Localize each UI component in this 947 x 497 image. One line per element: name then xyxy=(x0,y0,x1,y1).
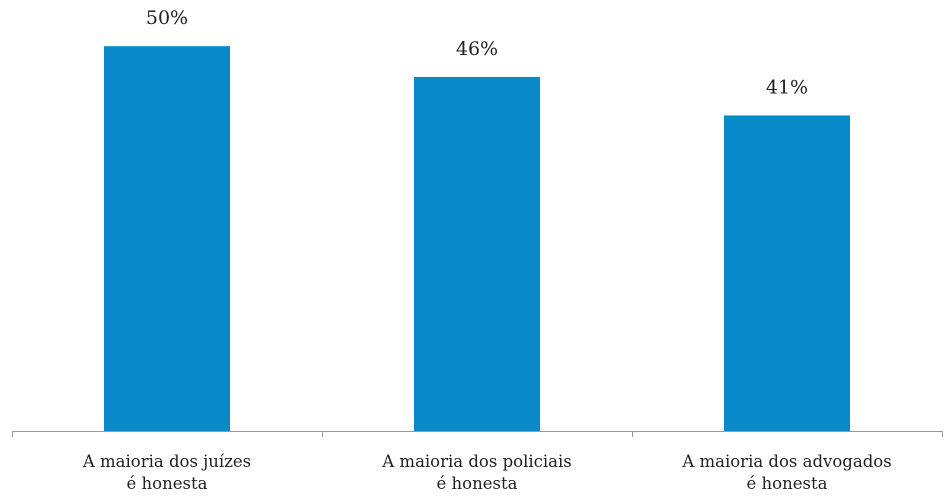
category-label-2-line-2: é honesta xyxy=(437,474,518,493)
category-label-1-line-2: é honesta xyxy=(127,474,208,493)
data-labels-group: 50% 46% 41% xyxy=(146,7,808,98)
category-label-2-line-1: A maioria dos policiais xyxy=(381,452,571,471)
data-label-1: 50% xyxy=(146,7,188,29)
category-label-2: A maioria dos policiais é honesta xyxy=(381,452,571,493)
bar-1 xyxy=(104,46,230,432)
data-label-3: 41% xyxy=(766,76,808,98)
x-axis-ticks xyxy=(12,431,943,437)
category-label-3-line-2: é honesta xyxy=(747,474,828,493)
data-label-2: 46% xyxy=(456,38,498,60)
category-label-3-line-1: A maioria dos advogados xyxy=(681,452,891,471)
category-label-1-line-1: A maioria dos juízes xyxy=(82,452,251,471)
bar-2 xyxy=(414,76,540,431)
bar-3 xyxy=(724,115,850,432)
bars-group xyxy=(104,46,850,432)
category-label-3: A maioria dos advogados é honesta xyxy=(681,452,891,493)
category-label-1: A maioria dos juízes é honesta xyxy=(82,452,251,493)
